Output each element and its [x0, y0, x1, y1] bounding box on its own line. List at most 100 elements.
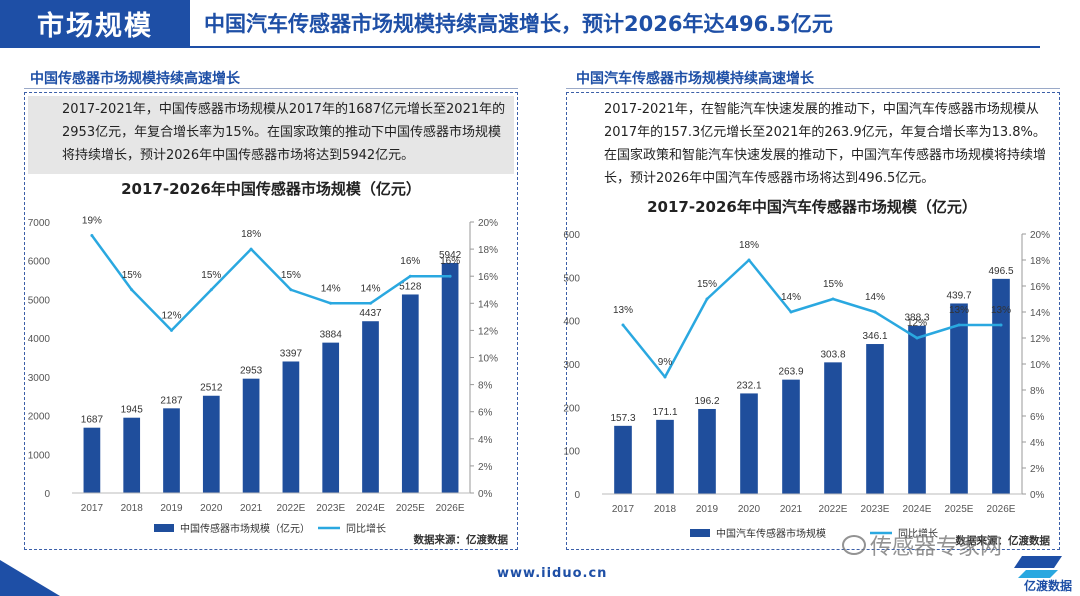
y2-tick-label: 18% — [478, 245, 498, 256]
x-tick-label: 2026E — [436, 503, 465, 514]
bar — [322, 342, 340, 493]
wechat-icon — [842, 535, 866, 555]
legend-bar-swatch — [154, 524, 174, 532]
right-panel-title: 中国汽车传感器市场规模持续高速增长 — [576, 71, 814, 87]
legend-bar-label: 中国汽车传感器市场规模 — [716, 527, 826, 540]
bar-value-label: 439.7 — [946, 290, 971, 301]
bar-value-label: 1687 — [81, 415, 104, 426]
chart-title: 2017-2026年中国汽车传感器市场规模（亿元） — [647, 198, 977, 216]
growth-line — [90, 234, 451, 332]
growth-value-label: 15% — [201, 270, 221, 281]
watermark-text: 传感器专家网 — [870, 535, 1003, 560]
x-tick-label: 2024E — [356, 503, 385, 514]
bar — [614, 425, 632, 494]
growth-value-label: 18% — [241, 229, 261, 240]
growth-value-label: 14% — [360, 283, 380, 294]
bar-value-label: 5942 — [439, 250, 462, 261]
growth-point — [957, 323, 961, 327]
growth-point — [249, 247, 253, 251]
y-tick-label: 3000 — [28, 373, 51, 384]
x-tick-label: 2025E — [396, 503, 425, 514]
right-panel-description: 2017-2021年，在智能汽车快速发展的推动下，中国汽车传感器市场规模从201… — [570, 96, 1056, 192]
growth-value-label: 16% — [440, 256, 460, 267]
x-tick-label: 2025E — [945, 504, 974, 515]
data-source: 数据来源：亿渡数据 — [413, 533, 509, 546]
y-tick-label: 600 — [563, 230, 580, 241]
growth-value-label: 12% — [907, 318, 927, 329]
bar — [992, 278, 1010, 494]
footer-url-link[interactable]: www.iiduo.cn — [497, 566, 608, 581]
y2-tick-label: 0% — [478, 489, 493, 500]
y2-tick-label: 12% — [1030, 334, 1050, 345]
y-tick-label: 7000 — [28, 218, 51, 229]
growth-point — [448, 274, 452, 278]
right-panel-box — [566, 92, 1060, 550]
bar-value-label: 232.1 — [736, 380, 761, 391]
x-tick-label: 2019 — [160, 503, 183, 514]
growth-value-label: 15% — [281, 270, 301, 281]
x-tick-label: 2021 — [780, 504, 803, 515]
y2-tick-label: 10% — [478, 354, 498, 365]
bar-value-label: 263.9 — [778, 367, 803, 378]
growth-value-label: 18% — [739, 240, 759, 251]
bar — [441, 262, 459, 493]
y2-tick-label: 4% — [1030, 438, 1045, 449]
x-tick-label: 2022E — [819, 504, 848, 515]
growth-point — [747, 258, 751, 262]
bar — [123, 417, 141, 493]
growth-value-label: 13% — [949, 305, 969, 316]
growth-value-label: 13% — [991, 305, 1011, 316]
y2-tick-label: 20% — [478, 218, 498, 229]
x-tick-label: 2024E — [903, 504, 932, 515]
bar — [656, 419, 674, 494]
growth-value-label: 14% — [781, 292, 801, 303]
y-tick-label: 1000 — [28, 450, 51, 461]
y-tick-label: 300 — [563, 360, 580, 371]
growth-point — [873, 310, 877, 314]
left-chart: 2017-2026年中国传感器市场规模（亿元） 0 1000 2000 3000 4000… — [28, 180, 509, 546]
growth-point — [621, 323, 625, 327]
growth-point — [789, 310, 793, 314]
y-tick-label: 6000 — [28, 257, 51, 268]
bar-value-label: 157.3 — [610, 413, 635, 424]
growth-point — [705, 297, 709, 301]
bar — [242, 378, 260, 493]
bar-value-label: 3397 — [280, 348, 303, 359]
bar — [202, 395, 220, 493]
bar-value-label: 388.3 — [904, 313, 929, 324]
bar-value-label: 171.1 — [652, 407, 677, 418]
section-tag: 市场规模 — [0, 0, 190, 46]
bar — [824, 362, 842, 494]
growth-point — [170, 328, 173, 332]
bar-value-label: 3884 — [320, 330, 343, 341]
bar-value-label: 1945 — [121, 405, 144, 416]
x-tick-label: 2020 — [738, 504, 761, 515]
bar-value-label: 496.5 — [988, 266, 1013, 277]
bar — [740, 393, 758, 494]
bar-value-label: 4437 — [359, 308, 382, 319]
y-tick-label: 2000 — [28, 412, 51, 423]
right-chart: 2017-2026年中国汽车传感器市场规模（亿元） 0 100 200 300 400 50… — [563, 198, 1050, 547]
chart-title: 2017-2026年中国传感器市场规模（亿元） — [121, 180, 421, 198]
growth-point — [289, 288, 293, 292]
y2-tick-label: 16% — [1030, 282, 1050, 293]
y2-tick-label: 2% — [478, 462, 493, 473]
bar — [401, 294, 419, 493]
bar — [866, 344, 884, 494]
bar — [782, 379, 800, 494]
y2-tick-label: 2% — [1030, 464, 1045, 475]
bar — [950, 303, 968, 494]
growth-point — [831, 297, 835, 301]
legend-bar-swatch — [690, 529, 710, 537]
growth-point — [329, 301, 333, 305]
legend-line-label: 同比增长 — [898, 527, 938, 540]
y2-tick-label: 16% — [478, 272, 498, 283]
y2-tick-label: 8% — [1030, 386, 1045, 397]
y-tick-label: 5000 — [28, 295, 51, 306]
right-description-text: 2017-2021年，在智能汽车快速发展的推动下，中国汽车传感器市场规模从201… — [604, 102, 1047, 186]
bar — [908, 325, 926, 494]
y2-tick-label: 6% — [1030, 412, 1045, 423]
brand-logo-text: 亿渡数据 — [1023, 579, 1072, 593]
y-tick-label: 4000 — [28, 334, 51, 345]
growth-line — [622, 258, 1001, 379]
